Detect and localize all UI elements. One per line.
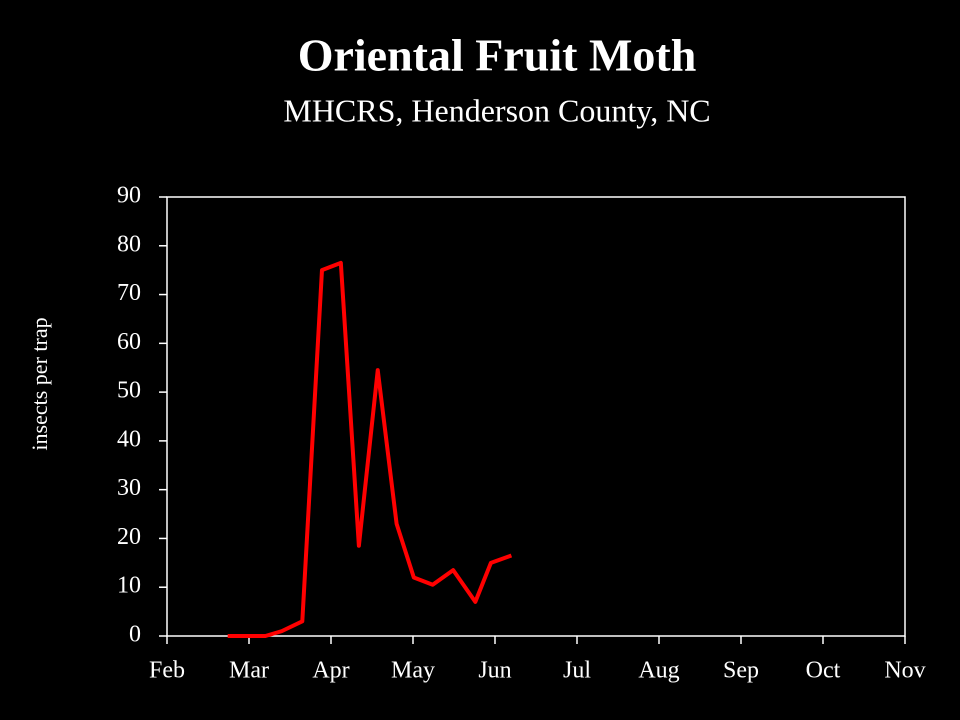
x-tick-label: Jun	[478, 658, 511, 684]
y-tick-label: 50	[117, 378, 141, 404]
y-tick-label: 90	[117, 183, 141, 209]
chart-title: Oriental Fruit Moth	[298, 30, 697, 81]
y-tick-label: 20	[117, 524, 141, 550]
x-tick-label: Mar	[229, 658, 269, 684]
x-tick-label: Jul	[563, 658, 591, 684]
y-tick-label: 30	[117, 475, 141, 501]
y-axis-label: insects per trap	[27, 317, 52, 450]
x-tick-label: Sep	[723, 658, 759, 684]
y-tick-label: 70	[117, 280, 141, 306]
plot-frame	[166, 196, 906, 637]
y-tick-label: 10	[117, 573, 141, 599]
x-tick-label: May	[391, 658, 435, 684]
x-tick-label: Apr	[312, 658, 349, 684]
data-line	[227, 260, 513, 638]
x-tick-label: Oct	[806, 658, 841, 684]
y-tick-label: 80	[117, 231, 141, 257]
x-tick-label: Feb	[149, 658, 185, 684]
chart-subtitle: MHCRS, Henderson County, NC	[283, 92, 710, 128]
x-tick-label: Aug	[638, 658, 679, 684]
x-tick-label: Nov	[884, 658, 925, 684]
y-tick-label: 40	[117, 426, 141, 452]
y-tick-label: 0	[129, 622, 141, 648]
y-tick-label: 60	[117, 329, 141, 355]
